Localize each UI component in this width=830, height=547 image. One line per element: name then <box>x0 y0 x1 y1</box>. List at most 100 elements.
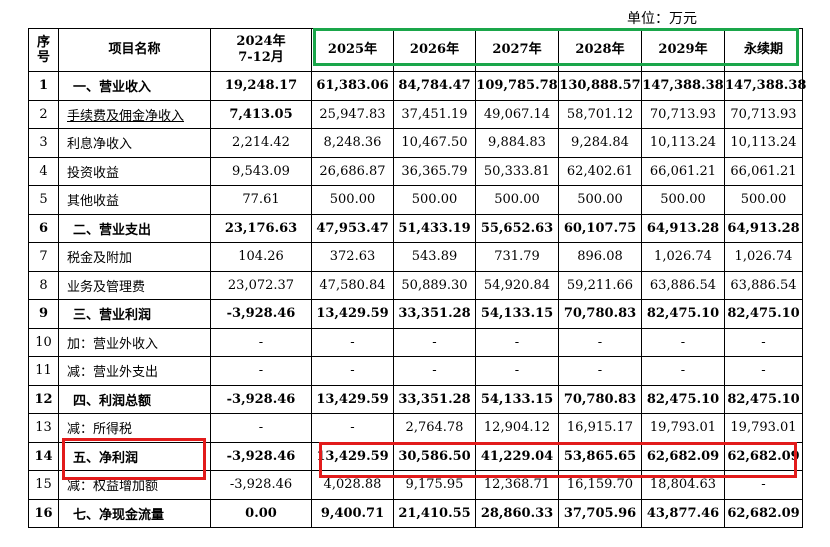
row-item-name: 三、营业利润 <box>58 299 211 329</box>
row-value-cell: 47,953.47 <box>311 213 394 243</box>
row-value-cell: - <box>210 327 312 357</box>
row-value-cell: 9,543.09 <box>210 156 312 186</box>
row-value-cell: 8,248.36 <box>311 128 394 158</box>
table-row: 10 加：营业外收入 - - - - - - - <box>28 327 803 357</box>
row-value-cell: 50,889.30 <box>393 270 476 300</box>
row-value-cell: - <box>311 413 394 443</box>
row-value-cell: 54,920.84 <box>475 270 559 300</box>
financial-projection-table: 序号 项目名称 2024年 7-12月 2025年 2026年 2027年 202… <box>28 28 806 528</box>
row-value-cell: 13,429.59 <box>311 441 394 471</box>
table-row: 2 手续费及佣金净收入 7,413.05 25,947.83 37,451.19 49,0… <box>28 99 803 129</box>
row-value-cell: 64,913.28 <box>641 213 725 243</box>
row-value-cell: 62,402.61 <box>558 156 642 186</box>
row-value-cell: 62,682.09 <box>724 498 803 528</box>
row-value-cell: 82,475.10 <box>641 384 725 414</box>
row-item-name: 一、营业收入 <box>58 71 211 101</box>
row-value-cell: - <box>311 327 394 357</box>
row-value-cell: 9,400.71 <box>311 498 394 528</box>
row-item-name: 其他收益 <box>58 185 211 215</box>
row-value-cell: - <box>724 470 803 500</box>
row-item-name: 减：营业外支出 <box>58 356 211 386</box>
row-value-cell: 12,904.12 <box>475 413 559 443</box>
row-value-cell: 33,351.28 <box>393 299 476 329</box>
row-number: 6 <box>28 213 59 243</box>
row-item-name: 投资收益 <box>58 156 211 186</box>
row-number: 15 <box>28 470 59 500</box>
row-value-cell: 30,586.50 <box>393 441 476 471</box>
row-value-cell: 372.63 <box>311 242 394 272</box>
row-value-cell: 49,067.14 <box>475 99 559 129</box>
row-value-cell: 1,026.74 <box>724 242 803 272</box>
table-row: 13 减：所得税 - -2,764.78 12,904.12 16,915.17 19,79… <box>28 413 803 443</box>
row-value-cell: 147,388.38 <box>641 71 725 101</box>
row-number: 7 <box>28 242 59 272</box>
row-value-cell: 7,413.05 <box>210 99 312 129</box>
row-value-cell: 41,229.04 <box>475 441 559 471</box>
row-value-cell: - <box>311 356 394 386</box>
row-value-cell: 37,705.96 <box>558 498 642 528</box>
row-item-name: 四、利润总额 <box>58 384 211 414</box>
row-value-cell: 19,793.01 <box>724 413 803 443</box>
row-value-cell: 104.26 <box>210 242 312 272</box>
row-value-cell: 64,913.28 <box>724 213 803 243</box>
table-row: 1 一、营业收入 19,248.17 61,383.06 84,784.47 109,78… <box>28 71 806 101</box>
row-value-cell: 33,351.28 <box>393 384 476 414</box>
row-value-cell: 543.89 <box>393 242 476 272</box>
row-value-cell: 60,107.75 <box>558 213 642 243</box>
header-year: 永续期 <box>724 28 803 72</box>
row-value-cell: 500.00 <box>558 185 642 215</box>
row-value-cell: 66,061.21 <box>641 156 725 186</box>
table-row: 15 减：权益增加额 -3,928.46 4,028.88 9,175.95 12,368… <box>28 470 803 500</box>
row-number: 4 <box>28 156 59 186</box>
row-value-cell: 26,686.87 <box>311 156 394 186</box>
row-value-cell: - <box>393 327 476 357</box>
row-value-cell: 2,764.78 <box>393 413 476 443</box>
row-value-cell: 51,433.19 <box>393 213 476 243</box>
table-row: 9 三、营业利润 -3,928.46 13,429.59 33,351.28 54,133… <box>28 299 803 329</box>
row-value-cell: 4,028.88 <box>311 470 394 500</box>
row-value-cell: - <box>210 413 312 443</box>
row-value-cell: - <box>475 327 559 357</box>
row-value-cell: 13,429.59 <box>311 384 394 414</box>
row-value-cell: 53,865.65 <box>558 441 642 471</box>
row-number: 13 <box>28 413 59 443</box>
row-number: 3 <box>28 128 59 158</box>
row-value-cell: 70,713.93 <box>724 99 803 129</box>
row-value-cell: 70,780.83 <box>558 384 642 414</box>
row-value-cell: - <box>724 327 803 357</box>
row-value-cell: 63,886.54 <box>724 270 803 300</box>
row-item-name: 税金及附加 <box>58 242 211 272</box>
row-value-cell: -3,928.46 <box>210 441 312 471</box>
row-value-cell: 25,947.83 <box>311 99 394 129</box>
row-value-cell: 9,284.84 <box>558 128 642 158</box>
row-item-name: 手续费及佣金净收入 <box>58 99 211 129</box>
row-value-cell: 82,475.10 <box>641 299 725 329</box>
table-row: 12 四、利润总额 -3,928.46 13,429.59 33,351.28 54,13… <box>28 384 803 414</box>
row-value-cell: 59,211.66 <box>558 270 642 300</box>
table-row: 7 税金及附加 104.26 372.63 543.89 731.79 896.08 1,02… <box>28 242 803 272</box>
row-number: 14 <box>28 441 59 471</box>
row-value-cell: 896.08 <box>558 242 642 272</box>
row-number: 16 <box>28 498 59 528</box>
row-value-cell: 84,784.47 <box>393 71 476 101</box>
row-value-cell: 19,248.17 <box>210 71 312 101</box>
row-value-cell: 43,877.46 <box>641 498 725 528</box>
row-value-cell: 61,383.06 <box>311 71 394 101</box>
table-row: 3 利息净收入 2,214.42 8,248.36 10,467.50 9,884.83 9… <box>28 128 803 158</box>
row-value-cell: 36,365.79 <box>393 156 476 186</box>
header-year: 2025年 <box>311 28 394 72</box>
row-value-cell: 0.00 <box>210 498 312 528</box>
row-number: 5 <box>28 185 59 215</box>
row-value-cell: 37,451.19 <box>393 99 476 129</box>
row-number: 1 <box>28 71 59 101</box>
row-value-cell: 500.00 <box>475 185 559 215</box>
row-number: 11 <box>28 356 59 386</box>
table-row: 8 业务及管理费 23,072.37 47,580.84 50,889.30 54,920… <box>28 270 803 300</box>
row-number: 2 <box>28 99 59 129</box>
table-row: 5 其他收益 77.61 500.00 500.00 500.00 500.00 500.00… <box>28 185 803 215</box>
row-value-cell: 10,113.24 <box>641 128 725 158</box>
row-value-cell: 16,915.17 <box>558 413 642 443</box>
row-value-cell: 109,785.78 <box>475 71 559 101</box>
header-name: 项目名称 <box>58 28 211 72</box>
row-value-cell: 10,113.24 <box>724 128 803 158</box>
